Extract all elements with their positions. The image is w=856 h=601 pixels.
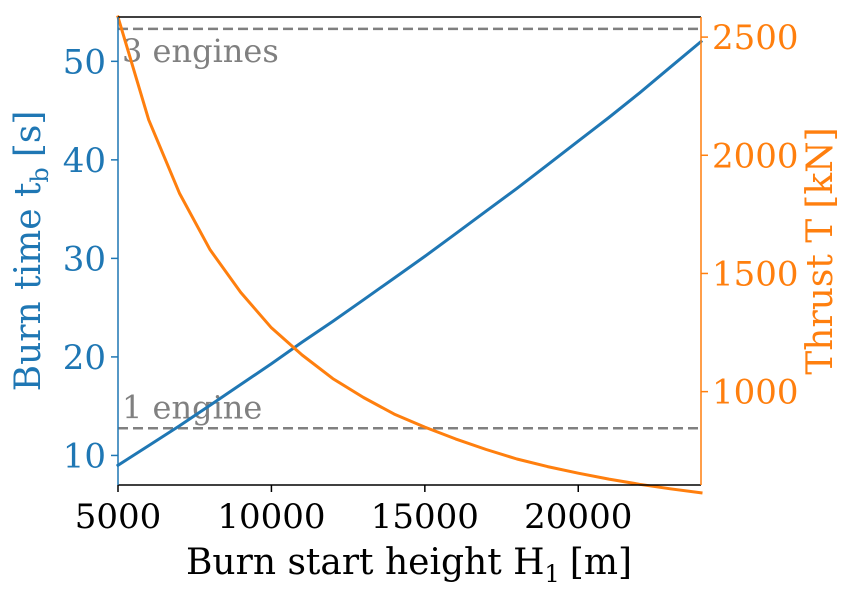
x-tick-label: 5000	[75, 497, 162, 537]
y-right-tick-label: 2000	[712, 136, 799, 176]
x-axis-title: Burn start height H1 [m]	[186, 542, 632, 588]
y-right-tick-label: 1500	[712, 254, 799, 294]
y-left-tick-label: 50	[63, 42, 106, 82]
series-line-left	[115, 39, 704, 468]
x-tick-label: 20000	[524, 497, 632, 537]
y-left-tick-label: 30	[63, 239, 106, 279]
y-axis-left-title: Burn time tb[s]	[8, 111, 54, 392]
x-tick-label: 15000	[371, 497, 479, 537]
reference-label-1: 1 engine	[122, 388, 262, 426]
reference-label-0: 3 engines	[122, 32, 279, 70]
series-lines	[115, 15, 704, 495]
y-right-tick-label: 2500	[712, 18, 799, 58]
x-tick-label: 10000	[217, 497, 325, 537]
series-line-right	[116, 15, 703, 495]
y-axis-right-title: Thrust T[kN]	[800, 127, 841, 374]
reference-lines: 3 engines 1 engine	[118, 27, 701, 430]
y-left-tick-label: 40	[63, 141, 106, 181]
axis-ticks: 5000 10000 15000 20000 10 20 30 40 50 1000 1500 200…	[63, 18, 799, 537]
plot-area	[118, 17, 701, 485]
y-left-tick-label: 20	[63, 338, 106, 378]
y-left-tick-label: 10	[63, 436, 106, 476]
y-right-tick-label: 1000	[712, 373, 799, 413]
